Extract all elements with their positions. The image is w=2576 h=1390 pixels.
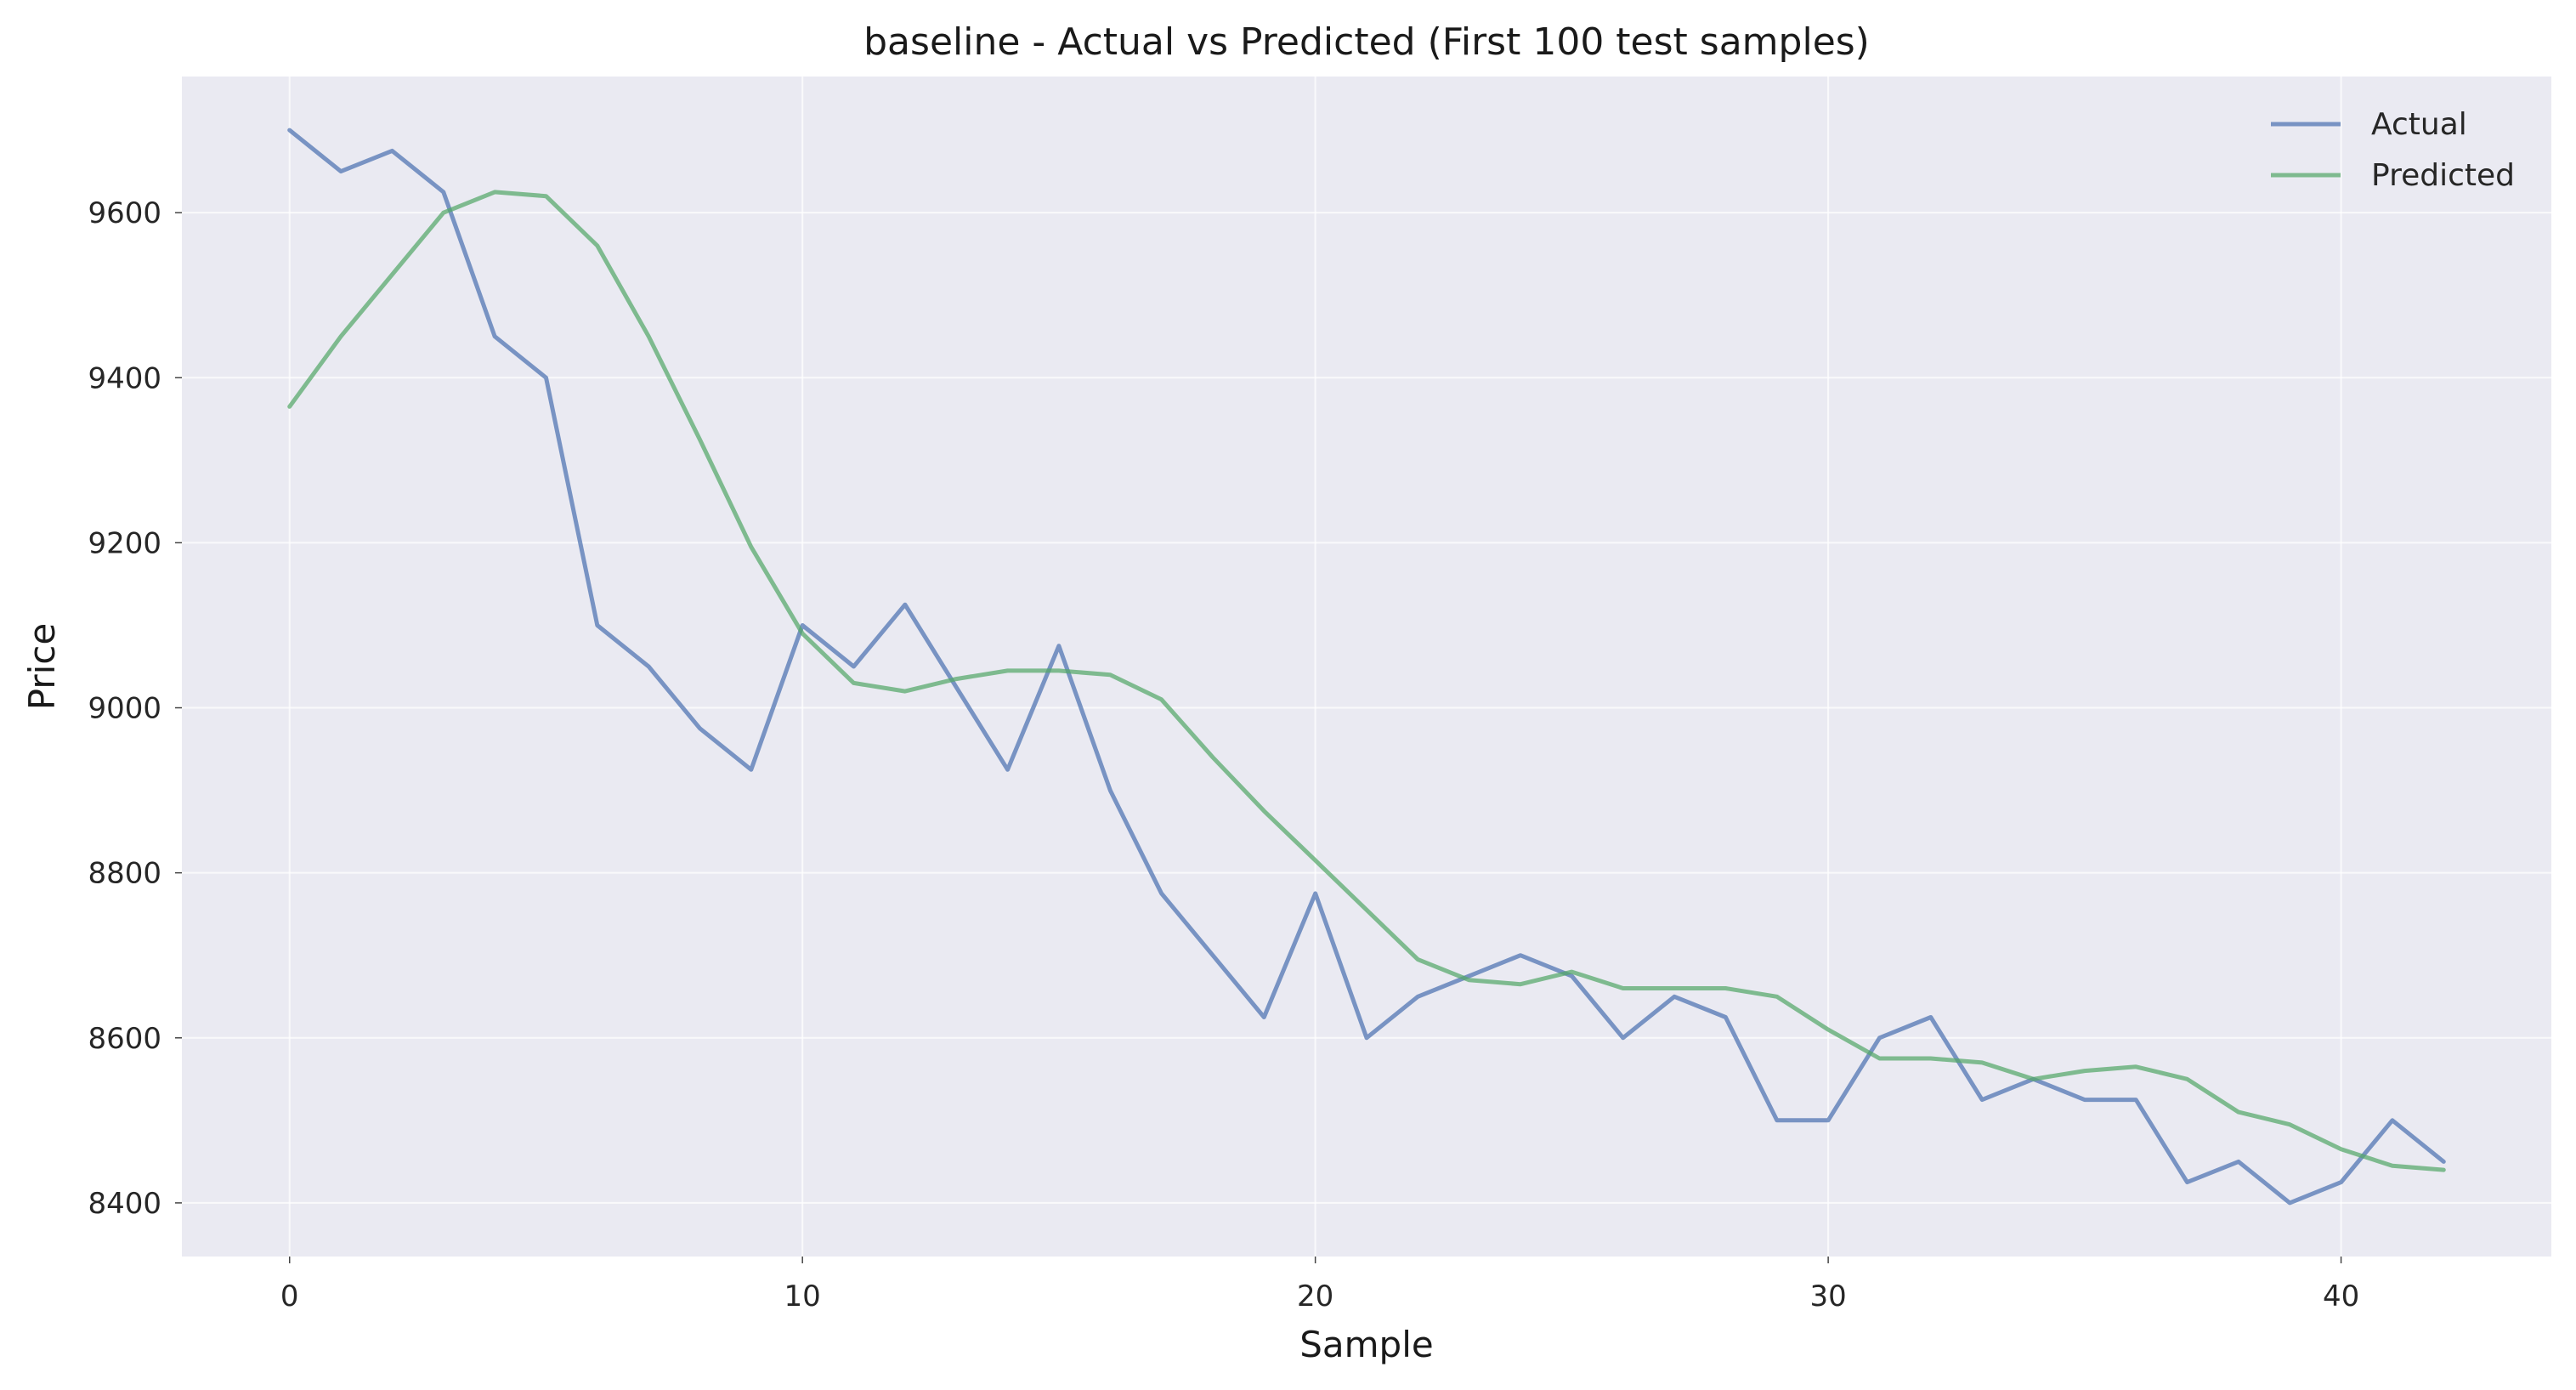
series-line-actual: [287, 128, 2446, 1206]
legend-label-predicted: Predicted: [2371, 158, 2515, 193]
y-tick-label: 8600: [88, 1022, 161, 1056]
y-tick-label: 9000: [88, 692, 161, 726]
y-tick-label: 9200: [88, 526, 161, 560]
series-group: [287, 128, 2446, 1206]
x-axis-label: Sample: [1299, 1324, 1433, 1365]
x-tick-label: 40: [2323, 1279, 2359, 1313]
x-tick-label: 30: [1809, 1279, 1846, 1313]
plot-area: [182, 77, 2551, 1257]
series-line-predicted: [287, 190, 2446, 1172]
chart-title: baseline - Actual vs Predicted (First 10…: [863, 20, 1870, 64]
y-tick-label: 8400: [88, 1187, 161, 1221]
y-tick-label: 9400: [88, 361, 161, 395]
x-tick-label: 0: [280, 1279, 299, 1313]
legend: Actual Predicted: [2271, 107, 2515, 193]
x-tick-label: 20: [1297, 1279, 1333, 1313]
y-axis-label: Price: [21, 623, 63, 710]
x-tick-label: 10: [784, 1279, 821, 1313]
grid: [182, 77, 2551, 1257]
axis-ticks: 0 10 20 30 40 8400 8600 8800 9000 9200 9400 9600: [88, 196, 2359, 1313]
y-tick-label: 8800: [88, 857, 161, 891]
y-tick-label: 9600: [88, 196, 161, 230]
legend-label-actual: Actual: [2371, 107, 2467, 142]
